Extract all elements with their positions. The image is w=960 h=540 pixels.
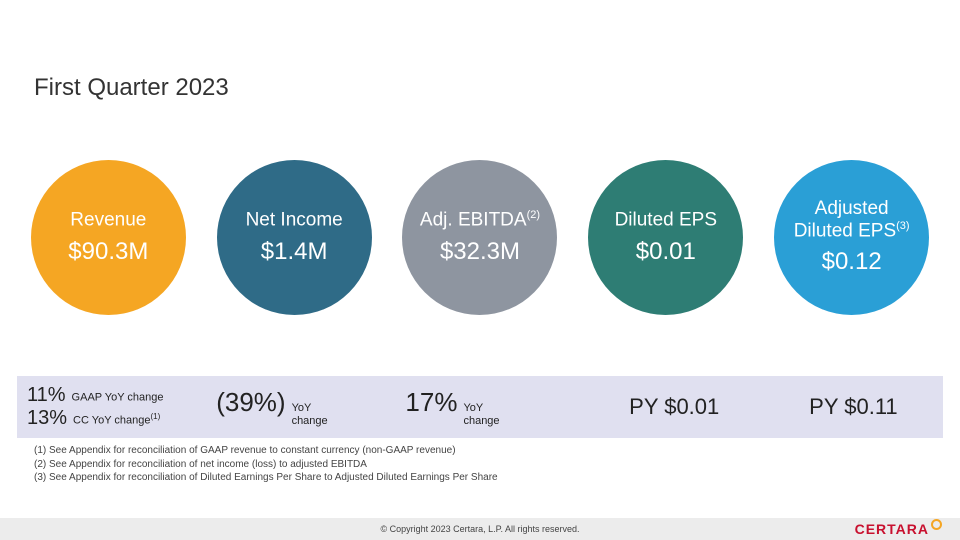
change-row: 11% GAAP YoY change xyxy=(27,384,206,407)
metric-circle-revenue: Revenue $90.3M xyxy=(31,160,186,315)
metric-label: Revenue xyxy=(70,209,146,231)
metric-circle-net-income: Net Income $1.4M xyxy=(217,160,372,315)
logo-ring-icon xyxy=(931,519,942,530)
metric-value: $1.4M xyxy=(261,238,328,266)
change-label: YoY change xyxy=(463,402,499,426)
footnote-3: (3) See Appendix for reconciliation of D… xyxy=(34,471,498,485)
metric-value: $90.3M xyxy=(68,238,148,266)
change-col-adj-diluted-eps: PY $0.11 xyxy=(764,394,943,420)
metric-circle-adj-ebitda: Adj. EBITDA(2) $32.3M xyxy=(402,160,557,315)
change-value: 11% xyxy=(27,384,66,407)
logo-text: CERTARA xyxy=(855,521,929,537)
change-row: (39%) YoY change xyxy=(216,387,395,426)
slide-title: First Quarter 2023 xyxy=(34,74,229,102)
change-label-text: CC YoY change xyxy=(73,415,150,427)
footnotes: (1) See Appendix for reconciliation of G… xyxy=(34,444,498,485)
changes-bar: 11% GAAP YoY change 13% CC YoY change(1)… xyxy=(17,376,943,438)
metric-circle-diluted-eps: Diluted EPS $0.01 xyxy=(588,160,743,315)
footnote-2: (2) See Appendix for reconciliation of n… xyxy=(34,458,498,472)
change-value: (39%) xyxy=(216,387,285,418)
change-row: 13% CC YoY change(1) xyxy=(27,407,206,430)
footnote-1: (1) See Appendix for reconciliation of G… xyxy=(34,444,498,458)
metric-label-text: Revenue xyxy=(70,210,146,231)
metric-label-text: Adjusted Diluted EPS xyxy=(794,198,896,241)
change-value: 13% xyxy=(27,407,67,430)
metric-value: $0.12 xyxy=(822,248,882,276)
certara-logo: CERTARA xyxy=(855,521,942,537)
slide: First Quarter 2023 Revenue $90.3M Net In… xyxy=(0,0,960,540)
metric-label-sup: (2) xyxy=(527,209,540,221)
change-col-net-income: (39%) YoY change xyxy=(206,387,395,426)
metric-label: Adj. EBITDA(2) xyxy=(420,209,540,231)
change-label-sup: (1) xyxy=(151,412,161,421)
change-value: 17% xyxy=(405,387,457,418)
footer-bar: © Copyright 2023 Certara, L.P. All right… xyxy=(0,518,960,540)
metric-value: $32.3M xyxy=(440,238,520,266)
metric-label-text: Adj. EBITDA xyxy=(420,210,527,231)
change-label: YoY change xyxy=(292,402,328,426)
change-label: GAAP YoY change xyxy=(72,390,164,404)
metric-label-text: Diluted EPS xyxy=(615,210,717,231)
metric-value: $0.01 xyxy=(636,238,696,266)
metric-label: Adjusted Diluted EPS(3) xyxy=(794,199,910,242)
copyright-text: © Copyright 2023 Certara, L.P. All right… xyxy=(380,524,579,534)
change-col-diluted-eps: PY $0.01 xyxy=(585,394,764,420)
metric-label-sup: (3) xyxy=(896,220,909,232)
metric-label: Diluted EPS xyxy=(615,209,717,231)
change-col-revenue: 11% GAAP YoY change 13% CC YoY change(1) xyxy=(17,384,206,430)
metric-label: Net Income xyxy=(246,209,343,231)
metric-label-text: Net Income xyxy=(246,210,343,231)
metric-circle-adj-diluted-eps: Adjusted Diluted EPS(3) $0.12 xyxy=(774,160,929,315)
metrics-circles: Revenue $90.3M Net Income $1.4M Adj. EBI… xyxy=(0,155,960,320)
change-col-adj-ebitda: 17% YoY change xyxy=(395,387,584,426)
change-row: 17% YoY change xyxy=(405,387,584,426)
change-label-text: GAAP YoY change xyxy=(72,392,164,404)
change-label: CC YoY change(1) xyxy=(73,413,160,427)
